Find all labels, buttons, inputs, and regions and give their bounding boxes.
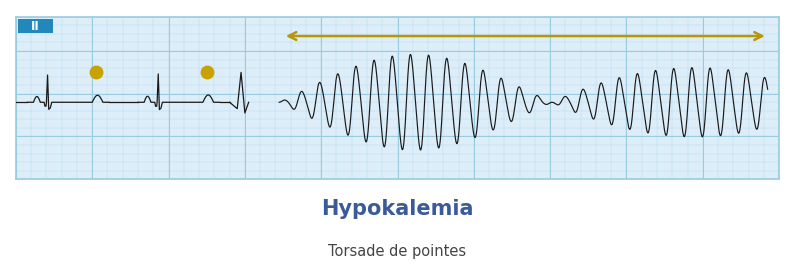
Text: Hypokalemia: Hypokalemia [321, 199, 474, 220]
Text: Torsade de pointes: Torsade de pointes [328, 244, 467, 259]
Text: II: II [31, 20, 40, 33]
FancyBboxPatch shape [18, 19, 53, 33]
